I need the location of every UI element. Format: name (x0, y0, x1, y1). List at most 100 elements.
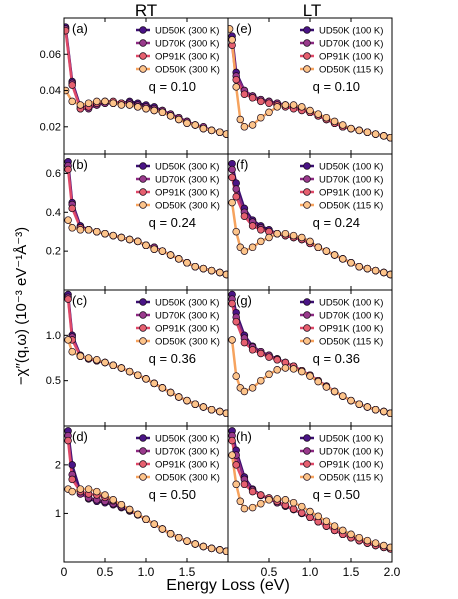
q-annotation: q = 0.24 (313, 215, 360, 230)
data-point-OD50K (76, 101, 85, 109)
data-point-OD50K (347, 124, 355, 133)
data-point-OD50K (142, 104, 150, 113)
data-point-OD50K (216, 407, 224, 416)
data-point-OD50K (199, 124, 208, 133)
data-point-OD50K (207, 544, 216, 553)
legend-marker (303, 162, 311, 170)
legend-marker (139, 26, 147, 34)
legend-label: UD70K (100 K) (319, 39, 383, 50)
data-point-OD50K (330, 387, 339, 396)
legend-label: UD70K (300 K) (155, 447, 219, 458)
data-point-OD50K (386, 409, 392, 418)
data-point-OD50K (306, 372, 314, 380)
data-point-OD50K (281, 496, 290, 504)
q-annotation: q = 0.10 (313, 79, 360, 94)
legend-label: OP91K (300 K) (155, 188, 219, 199)
data-point-OD50K (216, 546, 224, 554)
data-point-OD50K (207, 126, 216, 135)
data-point-OD50K (117, 101, 126, 109)
data-point-OD50K (175, 533, 183, 542)
legend-label: UD70K (100 K) (319, 175, 383, 186)
legend-marker (139, 298, 147, 306)
data-point-OD50K (84, 354, 93, 362)
data-point-OD50K (117, 233, 126, 242)
series-line-OD50K (230, 202, 391, 276)
data-point-OD50K (298, 502, 306, 511)
x-tick-label: 0.5 (261, 565, 278, 579)
data-point-OD50K (175, 115, 183, 124)
data-point-OP91K (232, 192, 240, 201)
data-point-OD50K (84, 226, 93, 234)
legend-marker (303, 26, 311, 34)
data-point-OD50K (101, 97, 109, 106)
data-point-OD50K (76, 226, 85, 234)
plot-area (228, 427, 392, 553)
data-point-OP91K (68, 204, 76, 213)
data-point-OD50K (150, 245, 158, 253)
panel-e: (e) UD50K (100 K) UD70K (100 K) OP91K (100 … (227, 17, 393, 155)
data-point-OD50K (199, 542, 208, 551)
data-point-OP91K (232, 317, 240, 326)
data-point-OD50K (240, 387, 249, 396)
legend-marker (303, 447, 311, 455)
data-point-OP91K (240, 480, 249, 489)
data-point-OD50K (281, 364, 290, 372)
data-point-OD50K (134, 103, 142, 111)
data-point-OP91K (228, 436, 236, 445)
data-point-OD50K (134, 371, 142, 379)
data-point-OD50K (93, 97, 101, 106)
data-point-OD50K (240, 123, 249, 131)
data-point-OD50K (330, 117, 339, 126)
data-point-OD50K (306, 237, 314, 246)
data-point-OD50K (76, 352, 85, 360)
data-point-OD50K (142, 515, 150, 524)
data-point-OD50K (380, 132, 388, 140)
data-point-OD50K (64, 216, 72, 224)
legend-marker (139, 65, 147, 73)
col-title-lt: LT (303, 1, 322, 20)
x-tick-label: 1.5 (179, 565, 196, 579)
data-point-OD50K (298, 367, 306, 376)
data-point-OD50K (289, 498, 298, 507)
data-point-OD50K (347, 396, 355, 405)
legend-marker (139, 188, 147, 196)
data-point-OD50K (281, 229, 290, 238)
data-point-OD50K (355, 262, 363, 271)
data-point-OD50K (191, 262, 199, 271)
legend-marker (139, 473, 147, 481)
data-point-OD50K (380, 541, 388, 550)
legend-marker (139, 39, 147, 47)
data-point-OD50K (125, 235, 134, 244)
q-annotation: q = 0.36 (149, 351, 196, 366)
legend-label: OD50K (300 K) (155, 201, 220, 212)
legend-label: OP91K (100 K) (319, 188, 383, 199)
data-point-OP91K (257, 226, 265, 234)
legend-marker (303, 324, 311, 332)
data-point-OD50K (68, 224, 76, 232)
y-tick-label: 0.6 (46, 168, 61, 180)
legend-label: UD70K (100 K) (319, 447, 383, 458)
data-point-OD50K (222, 547, 228, 556)
data-point-OD50K (339, 255, 347, 263)
legend-marker (139, 434, 147, 442)
data-point-OD50K (386, 270, 392, 279)
data-point-OD50K (257, 113, 265, 122)
data-point-OD50K (347, 259, 355, 267)
data-point-OD50K (109, 231, 117, 240)
data-point-OD50K (150, 379, 158, 388)
data-point-OD50K (191, 400, 199, 408)
panel-a: 0.02 0.04 0.06 (a) UD50K (300 K) UD70K (300 K… (40, 17, 229, 155)
legend-marker (303, 201, 311, 209)
data-point-OD50K (166, 112, 175, 120)
data-point-OD50K (125, 505, 134, 514)
data-point-OP91K (68, 81, 76, 89)
data-point-OP91K (257, 97, 265, 106)
legend-label: OP91K (300 K) (155, 52, 219, 63)
data-point-OD50K (355, 400, 363, 408)
data-point-OD50K (216, 128, 224, 136)
plot-area (64, 158, 228, 279)
legend-marker (303, 311, 311, 319)
data-point-OD50K (330, 522, 339, 530)
data-point-OP91K (232, 461, 240, 469)
legend-label: UD50K (300 K) (155, 162, 219, 173)
